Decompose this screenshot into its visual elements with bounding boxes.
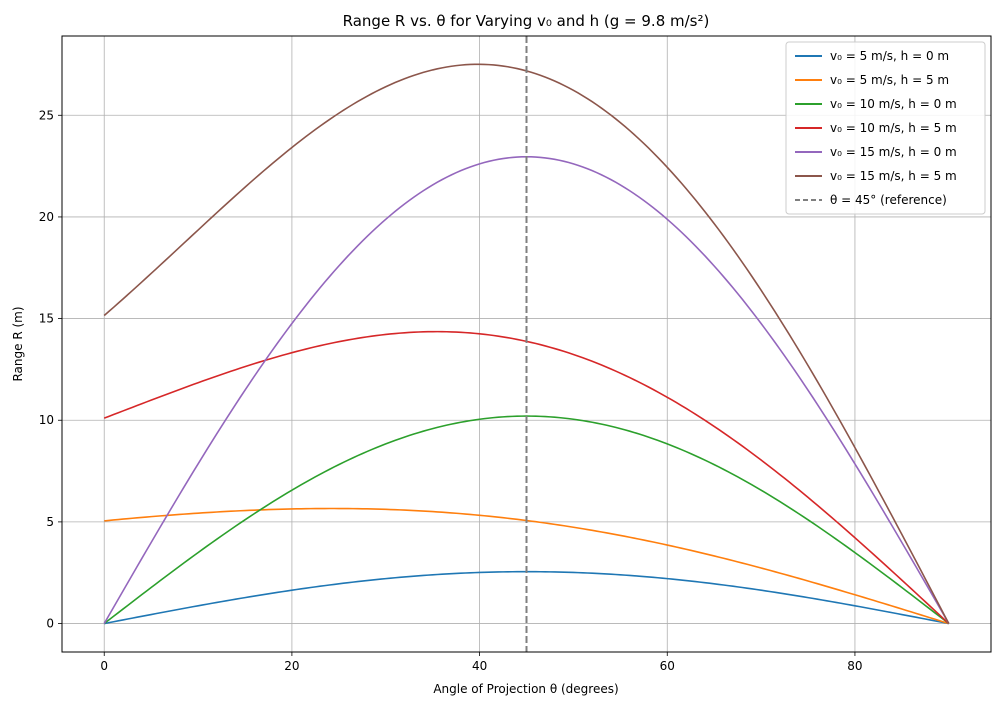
y-axis-label: Range R (m) bbox=[11, 306, 25, 381]
x-tick-label: 60 bbox=[660, 659, 675, 673]
plot-frame bbox=[61, 35, 992, 653]
y-tick-label: 15 bbox=[39, 312, 54, 326]
legend-label: v₀ = 5 m/s, h = 5 m bbox=[830, 73, 949, 87]
y-tick-label: 25 bbox=[39, 108, 54, 122]
legend-frame bbox=[785, 41, 986, 215]
chart-title: Range R vs. θ for Varying v₀ and h (g = … bbox=[343, 12, 710, 30]
legend-label: θ = 45° (reference) bbox=[830, 193, 947, 207]
legend-label: v₀ = 10 m/s, h = 5 m bbox=[830, 121, 957, 135]
y-tick-layer: 0 5 10 15 20 25 bbox=[39, 108, 62, 631]
legend-label: v₀ = 15 m/s, h = 5 m bbox=[830, 169, 957, 183]
legend: v₀ = 5 m/s, h = 0 m v₀ = 5 m/s, h = 5 m v₀… bbox=[785, 41, 986, 215]
legend-label: v₀ = 10 m/s, h = 0 m bbox=[830, 97, 957, 111]
x-tick-layer: 0 20 40 60 80 bbox=[100, 652, 863, 673]
x-tick-label: 20 bbox=[284, 659, 299, 673]
y-tick-label: 5 bbox=[46, 515, 54, 529]
y-tick-label: 0 bbox=[46, 617, 54, 631]
y-tick-label: 20 bbox=[39, 210, 54, 224]
legend-label: v₀ = 15 m/s, h = 0 m bbox=[830, 145, 957, 159]
x-tick-label: 80 bbox=[847, 659, 862, 673]
legend-label: v₀ = 5 m/s, h = 0 m bbox=[830, 49, 949, 63]
series-layer bbox=[103, 36, 950, 652]
y-tick-label: 10 bbox=[39, 413, 54, 427]
x-tick-label: 0 bbox=[100, 659, 108, 673]
x-tick-label: 40 bbox=[472, 659, 487, 673]
x-axis-label: Angle of Projection θ (degrees) bbox=[433, 682, 618, 696]
